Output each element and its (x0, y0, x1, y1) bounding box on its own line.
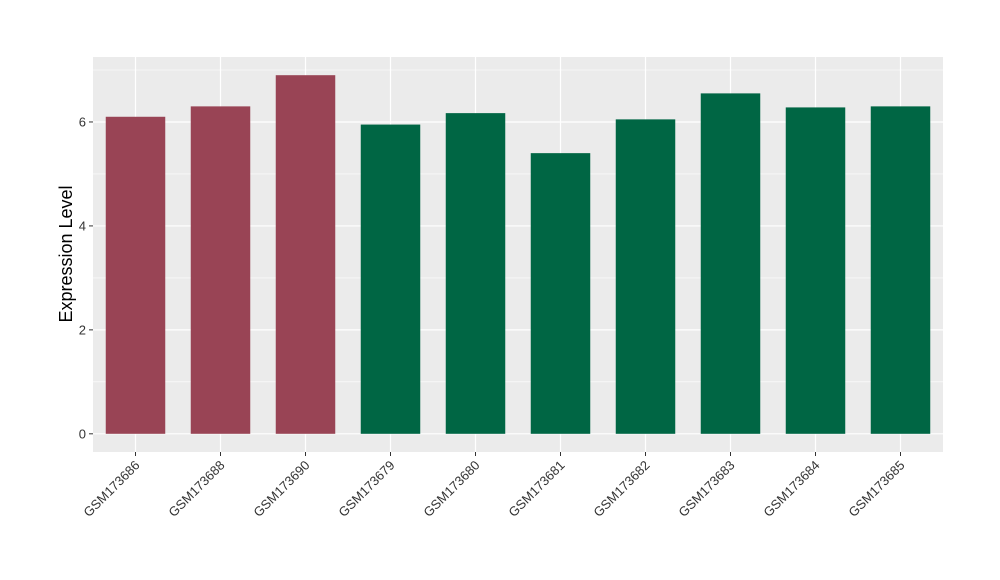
bar-GSM173681 (530, 153, 591, 434)
bar-GSM173684 (785, 107, 846, 434)
bar-GSM173683 (700, 93, 761, 434)
bar-GSM173679 (360, 124, 421, 434)
x-tick-label: GSM173688 (165, 458, 227, 520)
y-axis: 0 2 4 6 (79, 114, 93, 441)
bar-GSM173690 (275, 75, 336, 434)
bar-GSM173688 (190, 106, 251, 434)
bar-GSM173680 (445, 113, 506, 434)
x-tick-label: GSM173683 (675, 458, 737, 520)
bar-GSM173685 (870, 106, 931, 434)
x-tick-label: GSM173681 (505, 458, 567, 520)
x-tick-label: GSM173690 (250, 458, 312, 520)
x-tick-label: GSM173680 (420, 458, 482, 520)
x-axis: GSM173686 GSM173688 GSM173690 GSM173679 GSM1… (80, 452, 908, 520)
bar-GSM173686 (105, 116, 166, 434)
x-tick-label: GSM173685 (845, 458, 907, 520)
x-tick-label: GSM173682 (590, 458, 652, 520)
y-tick-label: 4 (79, 218, 86, 233)
y-tick-label: 0 (79, 426, 86, 441)
x-tick-label: GSM173679 (335, 458, 397, 520)
bar-GSM173682 (615, 119, 676, 434)
x-tick-label: GSM173686 (80, 458, 142, 520)
y-tick-label: 6 (79, 114, 86, 129)
x-tick-label: GSM173684 (760, 458, 822, 520)
y-axis-title: Expression Level (56, 185, 76, 322)
y-tick-label: 2 (79, 322, 86, 337)
bars-group (105, 75, 931, 434)
